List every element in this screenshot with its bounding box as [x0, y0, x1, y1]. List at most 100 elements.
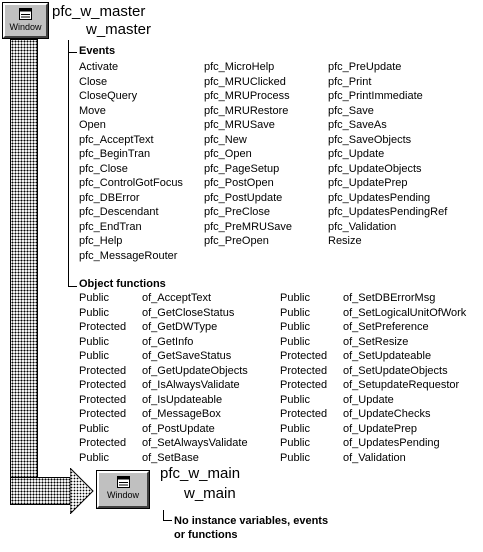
event-item: pfc_MRURestore — [204, 104, 289, 117]
event-item: pfc_PageSetup — [204, 162, 280, 175]
function-name: of_Validation — [343, 451, 406, 464]
function-name: of_GetInfo — [142, 335, 194, 348]
event-item: pfc_BeginTran — [79, 148, 151, 160]
function-name: of_SetBase — [142, 451, 199, 464]
function-name: of_UpdatePrep — [343, 422, 417, 435]
master-internal-name: w_master — [86, 21, 152, 38]
function-name: of_GetUpdateObjects — [142, 364, 248, 377]
function-name: of_SetResize — [343, 335, 409, 348]
function-access: Protected — [79, 379, 127, 391]
master-object-name: pfc_w_master — [52, 3, 146, 20]
event-item: pfc_UpdatesPendingRef — [328, 206, 448, 218]
event-item: Close — [79, 75, 108, 88]
function-name: of_SetAlwaysValidate — [142, 437, 248, 449]
function-name: of_IsUpdateable — [142, 393, 223, 406]
event-item: Move — [79, 104, 106, 117]
function-name: of_GetSaveStatus — [142, 350, 232, 362]
function-access: Public — [280, 306, 310, 319]
window-icon-label: Window — [106, 490, 139, 500]
function-access: Protected — [280, 350, 328, 362]
function-name: of_IsAlwaysValidate — [142, 379, 240, 391]
event-item: pfc_MessageRouter — [79, 249, 178, 262]
event-item: Resize — [328, 235, 362, 247]
event-item: pfc_SaveAs — [328, 119, 387, 131]
event-item: pfc_PrintImmediate — [328, 90, 423, 102]
event-item: pfc_PreOpen — [204, 235, 269, 247]
function-access: Public — [79, 292, 109, 304]
function-name: of_SetUpdateable — [343, 350, 432, 362]
function-access: Protected — [79, 437, 127, 449]
event-item: pfc_Update — [328, 148, 385, 160]
function-access: Public — [79, 335, 109, 348]
main-object-name: pfc_w_main — [160, 465, 241, 482]
main-window-icon[interactable]: Window — [96, 470, 150, 509]
function-name: of_MessageBox — [142, 408, 221, 420]
function-access: Protected — [280, 408, 328, 420]
event-item: pfc_MicroHelp — [204, 61, 275, 73]
function-name: of_SetUpdateObjects — [343, 364, 448, 377]
function-access: Protected — [280, 379, 328, 391]
object-functions-heading: Object functions — [79, 278, 166, 290]
function-name: of_SetDBErrorMsg — [343, 292, 436, 304]
event-item: pfc_ControlGotFocus — [79, 177, 183, 189]
function-access: Public — [79, 422, 109, 435]
main-tree-branch — [163, 520, 172, 521]
event-item: pfc_EndTran — [79, 220, 142, 233]
function-access: Public — [280, 292, 310, 304]
inheritance-arrow-horizontal — [10, 477, 74, 505]
event-item: pfc_PreClose — [204, 206, 271, 218]
event-item: pfc_PreMRUSave — [204, 220, 293, 233]
event-item: pfc_PostOpen — [204, 177, 274, 189]
function-access: Public — [79, 350, 109, 362]
event-item: pfc_New — [204, 133, 247, 146]
event-item: pfc_MRUProcess — [204, 90, 290, 102]
window-icon — [116, 476, 130, 488]
function-access: Protected — [280, 364, 328, 377]
function-name: of_Update — [343, 393, 394, 406]
tree-connector — [68, 40, 69, 287]
event-item: Activate — [79, 61, 119, 73]
function-name: of_GetCloseStatus — [142, 306, 235, 319]
event-item: pfc_PreUpdate — [328, 61, 402, 73]
window-icon — [19, 8, 32, 20]
function-access: Protected — [79, 393, 127, 406]
event-item: CloseQuery — [79, 90, 138, 102]
function-access: Public — [280, 451, 310, 464]
function-access: Public — [79, 306, 109, 319]
function-name: of_UpdateChecks — [343, 408, 431, 420]
window-icon-label: Window — [9, 22, 42, 32]
tree-branch-events — [68, 52, 77, 53]
event-item: pfc_UpdatePrep — [328, 177, 408, 189]
event-item: pfc_UpdateObjects — [328, 162, 422, 175]
event-item: pfc_Help — [79, 235, 123, 247]
event-item: pfc_Validation — [328, 220, 397, 233]
function-access: Protected — [79, 408, 127, 420]
event-item: pfc_PostUpdate — [204, 191, 283, 204]
event-item: pfc_Open — [204, 148, 252, 160]
event-item: pfc_MRUClicked — [204, 75, 286, 88]
event-item: pfc_AcceptText — [79, 133, 154, 146]
master-window-icon[interactable]: Window — [2, 2, 49, 39]
event-item: pfc_SaveObjects — [328, 133, 412, 146]
function-name: of_UpdatesPending — [343, 437, 440, 449]
function-access: Public — [280, 422, 310, 435]
function-access: Protected — [79, 364, 127, 377]
function-name: of_PostUpdate — [142, 422, 215, 435]
event-item: pfc_DBError — [79, 191, 140, 204]
event-item: pfc_Close — [79, 162, 128, 175]
event-item: pfc_Save — [328, 104, 374, 117]
events-heading: Events — [79, 45, 116, 57]
function-access: Public — [280, 393, 310, 406]
main-tree-connector — [163, 510, 164, 521]
function-name: of_SetPreference — [343, 321, 429, 333]
event-item: pfc_UpdatesPending — [328, 191, 431, 204]
inheritance-arrow-vertical — [10, 39, 38, 487]
function-name: of_GetDWType — [142, 321, 218, 333]
function-access: Protected — [79, 321, 127, 333]
inheritance-arrow-head — [70, 468, 94, 514]
event-item: pfc_Descendant — [79, 206, 159, 218]
function-access: Public — [280, 321, 310, 333]
tree-branch-functions — [68, 286, 77, 287]
function-access: Public — [79, 451, 109, 464]
function-access: Public — [280, 437, 310, 449]
